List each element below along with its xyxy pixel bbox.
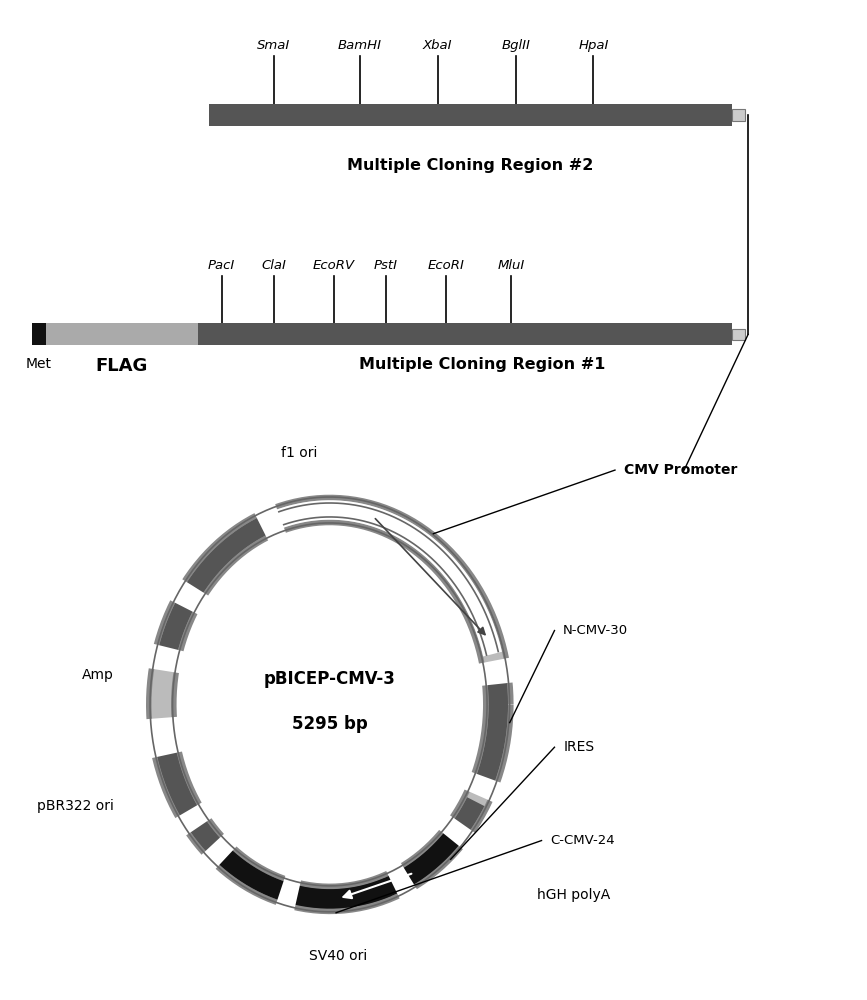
Text: BamHI: BamHI: [338, 39, 382, 52]
Text: PacI: PacI: [208, 259, 236, 272]
Bar: [732, 329, 746, 340]
Text: ClaI: ClaI: [261, 259, 286, 272]
Text: EcoRI: EcoRI: [428, 259, 465, 272]
Text: FLAG: FLAG: [95, 357, 148, 375]
Text: Met: Met: [26, 357, 52, 371]
Bar: [198, 323, 732, 345]
Text: N-CMV-30: N-CMV-30: [564, 624, 629, 637]
Text: hGH polyA: hGH polyA: [538, 888, 610, 902]
Bar: [31, 323, 46, 345]
Text: 5295 bp: 5295 bp: [292, 715, 368, 733]
Text: HpaI: HpaI: [578, 39, 609, 52]
Text: BglII: BglII: [501, 39, 530, 52]
Text: SmaI: SmaI: [257, 39, 290, 52]
Text: Multiple Cloning Region #1: Multiple Cloning Region #1: [359, 357, 605, 372]
Text: XbaI: XbaI: [423, 39, 453, 52]
Text: MluI: MluI: [498, 259, 525, 272]
Text: C-CMV-24: C-CMV-24: [551, 834, 615, 847]
Text: pBICEP-CMV-3: pBICEP-CMV-3: [264, 671, 395, 689]
Text: Amp: Amp: [81, 668, 114, 682]
Bar: [732, 109, 746, 121]
Text: f1 ori: f1 ori: [282, 446, 317, 460]
Text: PstI: PstI: [374, 259, 398, 272]
Text: SV40 ori: SV40 ori: [310, 949, 368, 963]
Text: Multiple Cloning Region #2: Multiple Cloning Region #2: [347, 158, 593, 173]
Text: pBR322 ori: pBR322 ori: [37, 799, 114, 813]
Text: CMV Promoter: CMV Promoter: [623, 463, 737, 477]
Bar: [46, 323, 198, 345]
Text: EcoRV: EcoRV: [313, 259, 355, 272]
Bar: [209, 104, 732, 126]
Text: IRES: IRES: [564, 740, 594, 754]
